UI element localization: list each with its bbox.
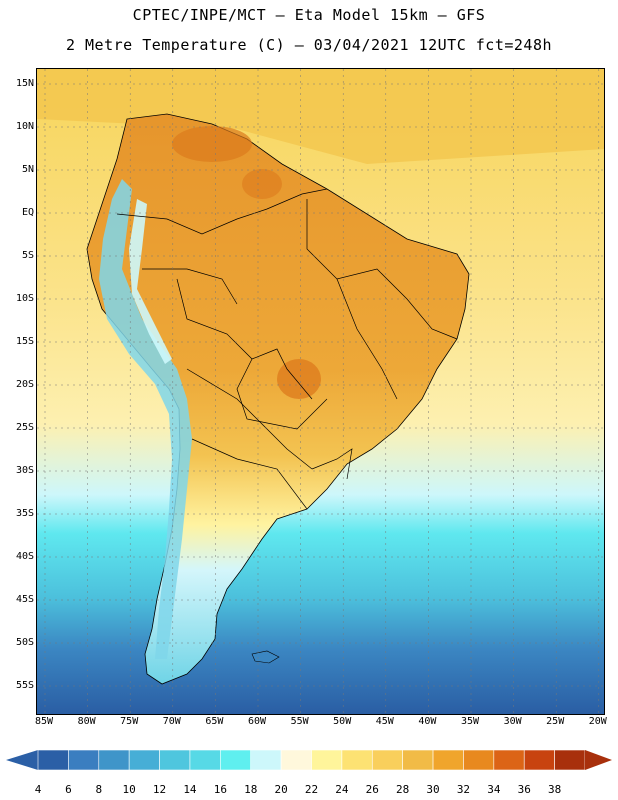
colorbar-swatch [250,749,282,771]
colorbar-swatch [189,749,221,771]
lon-label: 30W [503,716,522,727]
north-hot-spot [242,169,282,199]
lon-label: 60W [247,716,267,727]
lat-label: EQ [21,207,34,218]
caribbean-warm-zone [37,69,604,164]
colorbar-swatch [37,749,69,771]
lon-label: 65W [205,716,224,727]
lon-label: 55W [290,716,309,727]
colorbar-label: 8 [95,783,103,796]
lon-label: 20W [588,716,607,727]
colorbar-label: 14 [183,783,197,796]
lat-label: 40S [15,551,34,562]
colorbar-swatch [432,749,464,771]
colorbar-swatch [402,749,434,771]
colorbar-swatch [98,749,130,771]
colorbar-swatch [554,749,586,771]
lat-label: 10N [15,121,34,132]
lon-label: 75W [120,716,139,727]
colorbar-swatch [311,749,343,771]
lat-label: 5S [21,250,34,261]
colorbar-label: 24 [335,783,349,796]
lat-label: 50S [15,637,34,648]
colorbar-label: 16 [213,783,227,796]
lat-label: 25S [15,422,34,433]
lon-label: 35W [460,716,480,727]
colorbar-swatch [220,749,252,771]
country-borders [116,188,458,510]
colorbar-label: 32 [456,783,471,796]
lon-label: 50W [333,716,352,727]
colorbar-left-arrow [6,750,38,770]
lat-label: 30S [15,465,34,476]
colorbar-label: 10 [122,783,136,796]
colorbar-label: 38 [547,783,562,796]
lon-label: 40W [418,716,437,727]
colorbar-label: 12 [152,783,167,796]
falklands-islands [251,650,280,664]
map-title-line2: 2 Metre Temperature (C) – 03/04/2021 12U… [65,36,553,54]
colorbar-label: 20 [274,783,288,796]
temperature-map [36,68,605,715]
lat-label: 15S [15,336,34,347]
map-title-line1: CPTEC/INPE/MCT – Eta Model 15km – GFS [132,6,486,24]
lat-label: 20S [15,379,34,390]
lat-label: 45S [15,594,34,605]
colorbar-swatch [68,749,100,771]
colorbar-swatch [371,749,403,771]
lat-label: 55S [15,680,34,691]
colorbar-swatch [493,749,525,771]
colorbar-label: 22 [304,783,319,796]
colorbar-swatch [523,749,555,771]
colorbar-swatch [341,749,373,771]
lat-label: 35S [15,508,34,519]
lon-label: 80W [77,716,96,727]
colorbar-label: 6 [65,783,72,796]
lon-label: 85W [34,716,54,727]
colorbar-label: 28 [396,783,410,796]
colorbar-label: 36 [517,783,531,796]
lat-label: 10S [15,293,34,304]
lat-label: 5N [21,164,34,175]
colorbar-right-arrow [585,750,612,770]
colorbar-label: 26 [365,783,379,796]
central-hot-spot [277,359,321,399]
colorbar-swatch [128,749,160,771]
colorbar-label: 30 [426,783,440,796]
lon-label: 45W [375,716,394,727]
amazon-hot-spot [172,126,252,162]
color-legend [0,748,618,800]
colorbar-label: 4 [34,783,42,796]
andes-peaks [129,199,172,364]
colorbar-label: 18 [244,783,258,796]
colorbar-label: 34 [487,783,501,796]
lon-label: 70W [162,716,181,727]
colorbar-swatch [159,749,191,771]
colorbar-swatch [463,749,495,771]
lat-label: 15N [15,78,34,89]
colorbar-swatch [280,749,312,771]
lon-label: 25W [546,716,565,727]
